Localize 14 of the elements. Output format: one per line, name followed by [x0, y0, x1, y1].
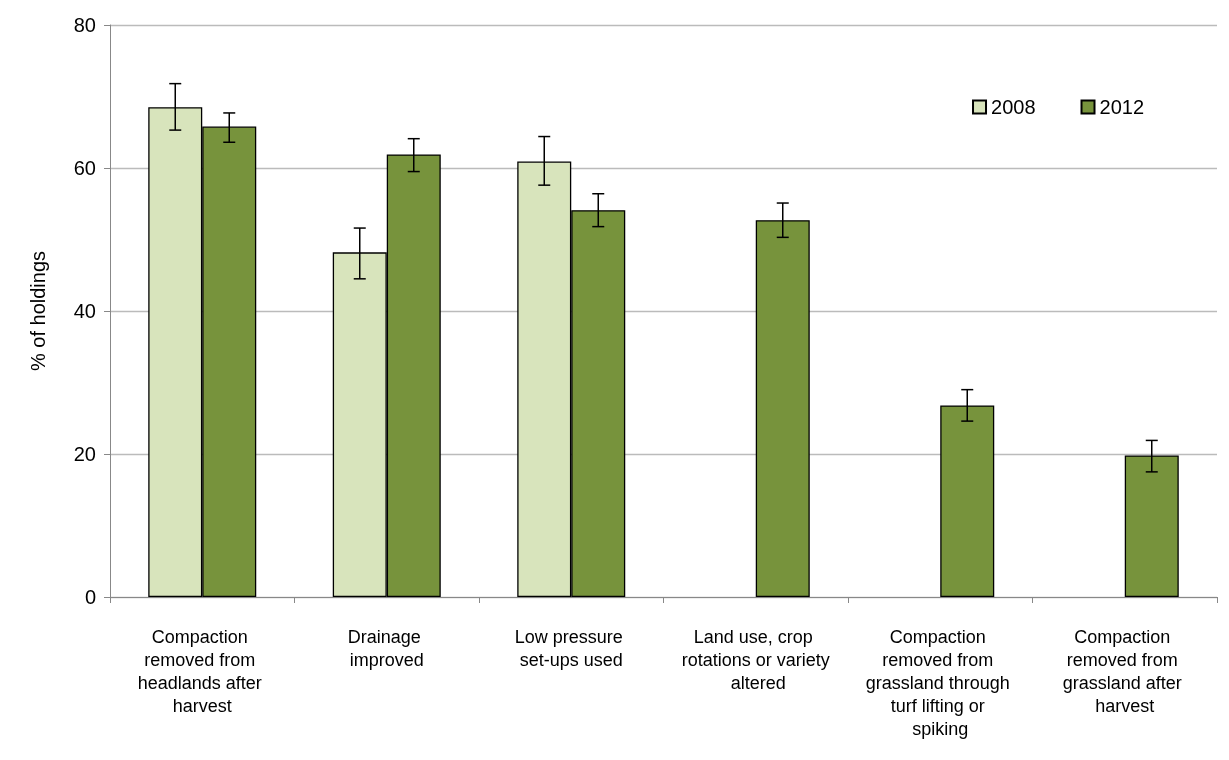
- y-tick-label: 60: [73, 157, 96, 179]
- legend-label: 2012: [1099, 96, 1145, 118]
- x-tick-label: Compaction removed from grassland after harvest: [1062, 626, 1187, 716]
- y-tick-label: 40: [73, 300, 96, 322]
- y-tick-label: 0: [84, 586, 96, 608]
- x-tick-label: Compaction removed from headlands after harvest: [137, 626, 267, 716]
- x-tick-label: Low pressure set-ups used: [514, 626, 628, 670]
- y-axis-title: % of holdings: [27, 250, 49, 372]
- x-tick-label: Drainage improved: [347, 626, 426, 670]
- legend-label: 2008: [991, 96, 1036, 118]
- y-tick-label: 80: [73, 14, 96, 36]
- y-tick-label: 20: [73, 443, 96, 465]
- x-tick-label: Land use, crop rotations or variety altered: [681, 626, 830, 693]
- x-tick-label: Compaction removed from grassland through turf lifting or spiking: [865, 626, 1015, 739]
